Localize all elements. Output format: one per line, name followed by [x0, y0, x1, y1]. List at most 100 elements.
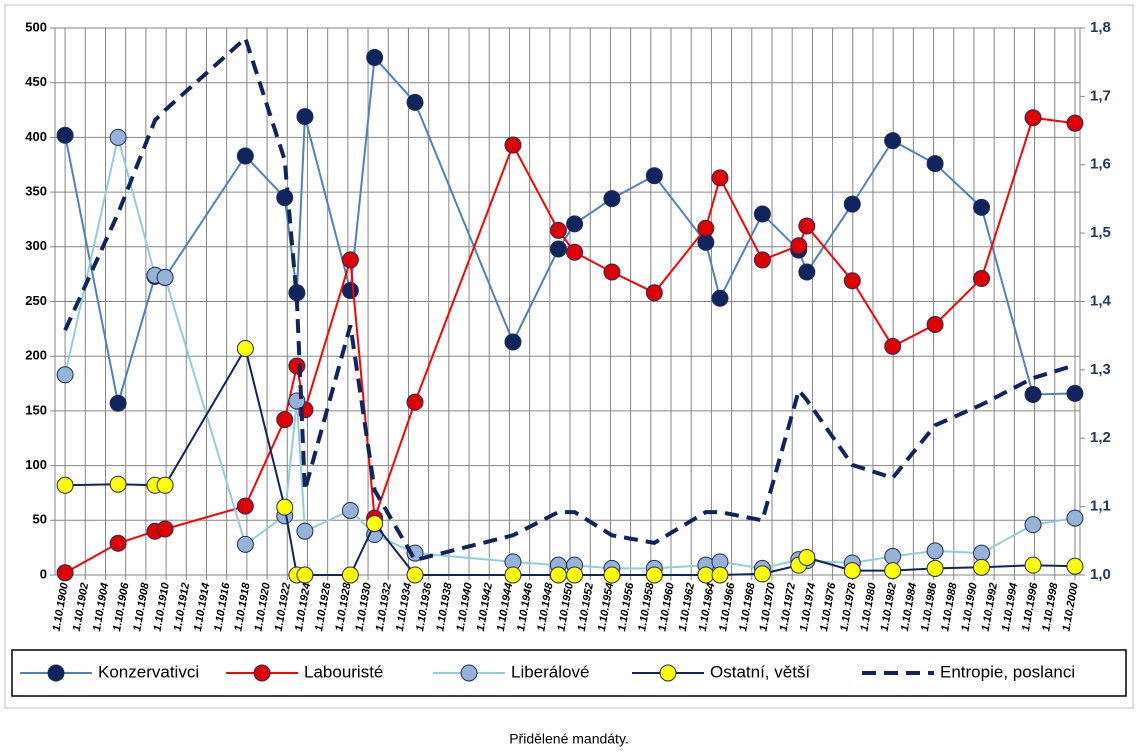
y2-tick-label: 1,1 — [1090, 498, 1111, 515]
data-point — [1024, 556, 1042, 574]
legend-label: Labouristé — [304, 662, 383, 681]
legend-label: Ostatní, větší — [710, 662, 810, 681]
data-point — [406, 93, 424, 111]
data-point — [109, 394, 127, 412]
data-point — [296, 566, 314, 584]
data-point — [56, 476, 74, 494]
y-tick-label: 400 — [25, 129, 47, 144]
legend-label: Konzervativci — [98, 662, 199, 681]
data-point — [973, 270, 991, 288]
data-point — [697, 219, 715, 237]
data-point — [549, 566, 567, 584]
data-point — [109, 128, 127, 146]
data-point — [926, 542, 944, 560]
data-point — [1066, 509, 1084, 527]
data-point — [884, 132, 902, 150]
legend-marker — [659, 664, 677, 682]
data-point — [341, 566, 359, 584]
data-point — [603, 263, 621, 281]
data-point — [296, 108, 314, 126]
data-point — [1024, 385, 1042, 403]
data-point — [406, 393, 424, 411]
data-point — [288, 357, 306, 375]
data-point — [296, 522, 314, 540]
data-point — [798, 263, 816, 281]
data-point — [798, 217, 816, 235]
y-tick-label: 350 — [25, 184, 47, 199]
data-point — [798, 548, 816, 566]
legend-marker — [47, 664, 65, 682]
data-point — [156, 476, 174, 494]
data-point — [645, 566, 663, 584]
y-tick-label: 50 — [33, 512, 47, 527]
x-axis-title: Přidělené mandáty. — [509, 731, 629, 747]
data-point — [1066, 114, 1084, 132]
y-tick-label: 0 — [40, 566, 47, 581]
data-point — [56, 366, 74, 384]
data-point — [366, 515, 384, 533]
data-point — [341, 282, 359, 300]
data-point — [341, 251, 359, 269]
data-point — [549, 221, 567, 239]
data-point — [603, 190, 621, 208]
data-point — [843, 195, 861, 213]
data-point — [109, 475, 127, 493]
data-point — [1024, 516, 1042, 534]
y-tick-label: 100 — [25, 457, 47, 472]
y-tick-label: 450 — [25, 74, 47, 89]
y2-tick-label: 1,5 — [1090, 224, 1111, 241]
data-point — [973, 198, 991, 216]
data-point — [276, 411, 294, 429]
data-point — [884, 547, 902, 565]
data-point — [697, 566, 715, 584]
legend-marker — [460, 664, 478, 682]
y-tick-label: 300 — [25, 238, 47, 253]
data-point — [603, 566, 621, 584]
data-point — [236, 535, 254, 553]
data-point — [1066, 384, 1084, 402]
data-point — [843, 272, 861, 290]
data-point — [566, 243, 584, 261]
data-point — [753, 565, 771, 583]
data-point — [753, 251, 771, 269]
data-point — [549, 240, 567, 258]
data-point — [711, 289, 729, 307]
data-point — [156, 520, 174, 538]
legend-label: Entropie, poslanci — [940, 662, 1075, 681]
data-point — [843, 562, 861, 580]
data-point — [926, 559, 944, 577]
data-point — [504, 566, 522, 584]
data-point — [926, 155, 944, 173]
data-point — [926, 315, 944, 333]
data-point — [276, 189, 294, 207]
legend-label: Liberálové — [511, 662, 589, 681]
data-point — [504, 136, 522, 154]
legend-marker — [253, 664, 271, 682]
data-point — [236, 497, 254, 515]
y-tick-label: 150 — [25, 402, 47, 417]
data-point — [341, 501, 359, 519]
legend-box — [11, 649, 1127, 697]
data-point — [645, 284, 663, 302]
y-tick-label: 200 — [25, 348, 47, 363]
series-line — [63, 34, 1076, 563]
data-point — [156, 268, 174, 286]
y2-tick-label: 1,3 — [1090, 361, 1111, 378]
data-point — [56, 126, 74, 144]
data-point — [790, 237, 808, 255]
data-point — [109, 534, 127, 552]
data-point — [504, 333, 522, 351]
y2-tick-label: 1,2 — [1090, 429, 1111, 446]
y2-tick-label: 1,6 — [1090, 156, 1111, 173]
data-point — [645, 167, 663, 185]
data-point — [973, 558, 991, 576]
y2-tick-label: 1,7 — [1090, 87, 1111, 104]
data-point — [884, 337, 902, 355]
y2-tick-label: 1,0 — [1090, 566, 1111, 583]
data-point — [1066, 557, 1084, 575]
data-point — [697, 233, 715, 251]
data-point — [56, 564, 74, 582]
y-tick-label: 500 — [25, 19, 47, 34]
data-point — [711, 169, 729, 187]
data-point — [366, 49, 384, 67]
